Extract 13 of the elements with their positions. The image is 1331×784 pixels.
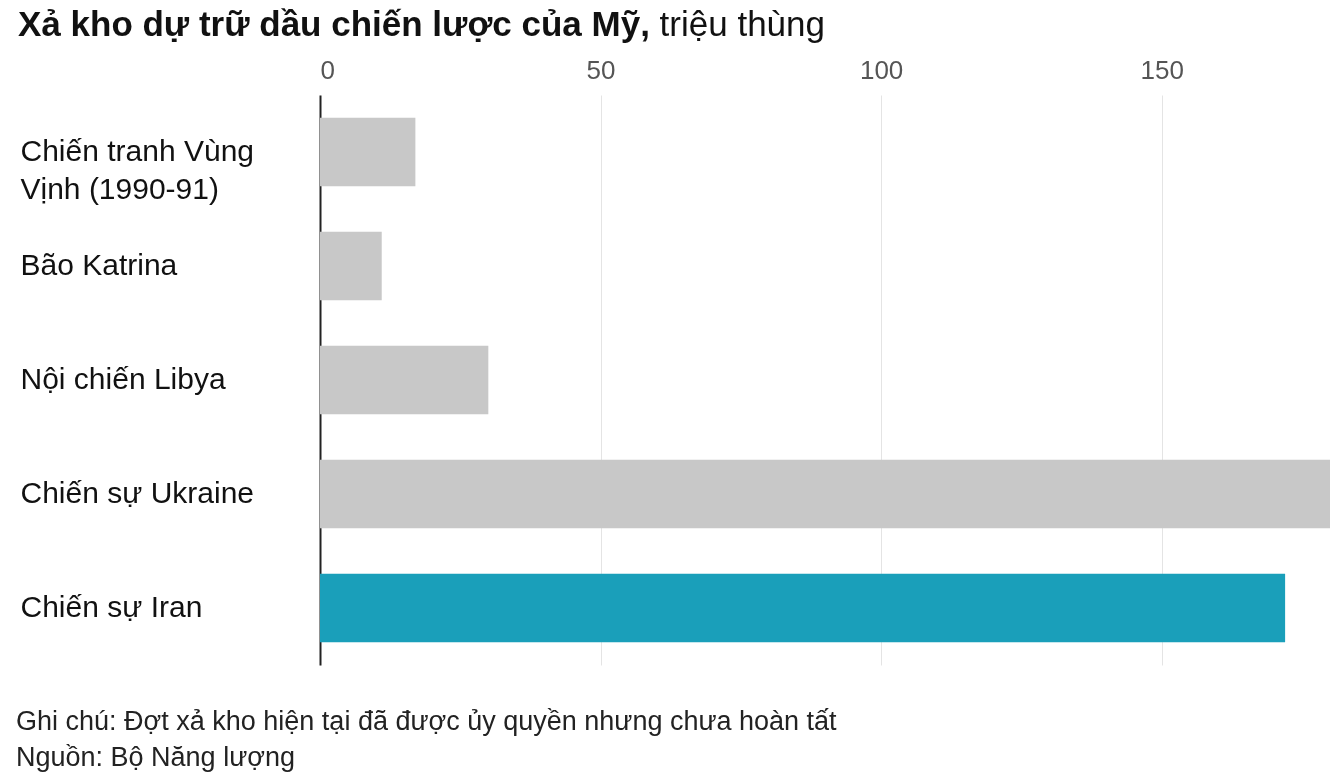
- chart-title: Xả kho dự trữ dầu chiến lược của Mỹ,: [18, 4, 650, 43]
- text: Ghi chú: Đợt xả kho hiện tại đã được ủy quyền nhưng chưa hoàn tất: [16, 705, 838, 738]
- y-tick-label: Chiến sự Iran: [20, 590, 203, 623]
- y-tick-label: Bão Katrina: [20, 248, 178, 281]
- x-axis-title: triệu thùng: [658, 4, 826, 43]
- x-tick-label: 50: [586, 54, 616, 85]
- x-tick-label: 150: [1140, 54, 1184, 85]
- y-tick-label: Nội chiến Libya: [20, 362, 226, 395]
- y-tick-label: Chiến sự Ukraine: [20, 476, 255, 509]
- x-tick-label: 0: [320, 54, 335, 85]
- x-tick-label: 100: [859, 54, 904, 85]
- text: Nguồn: Bộ Năng lượng: [16, 741, 296, 774]
- y-tick-label: Chiến tranh Vùng Vịnh (1990-91): [20, 134, 254, 205]
